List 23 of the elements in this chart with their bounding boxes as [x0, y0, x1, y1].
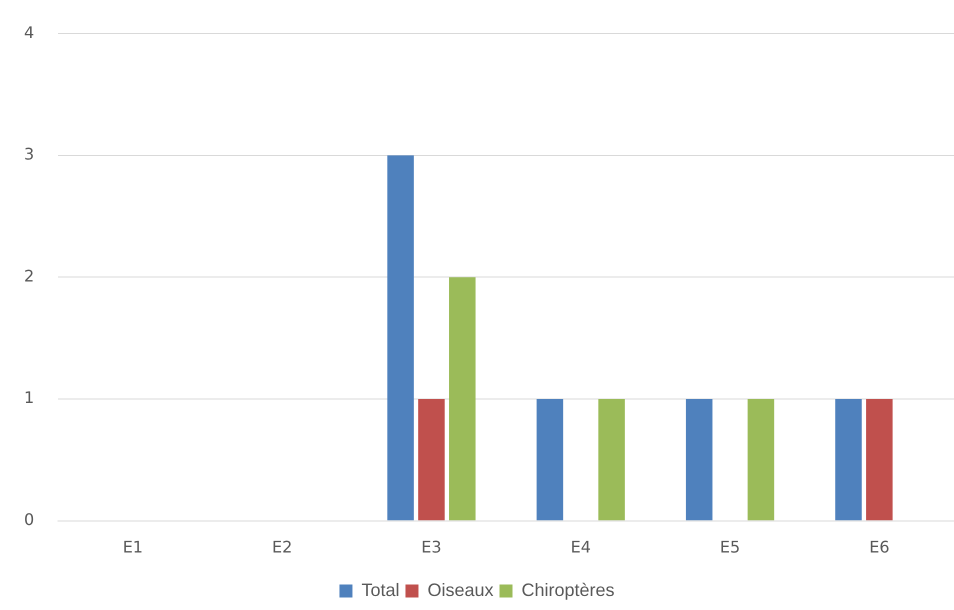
y-tick-label: 3	[24, 144, 34, 164]
y-tick-label: 2	[24, 266, 34, 286]
x-tick-label: E5	[720, 538, 740, 557]
bar	[686, 399, 712, 520]
x-tick-label: E4	[570, 538, 591, 557]
x-tick-label: E2	[272, 538, 292, 557]
legend-label: Total	[361, 580, 400, 600]
bar	[387, 155, 414, 520]
x-tick-label: E1	[122, 538, 143, 557]
x-tick-label: E3	[421, 538, 442, 557]
legend-label: Oiseaux	[427, 580, 494, 600]
bar	[748, 399, 774, 520]
legend-label: Chiroptères	[522, 580, 615, 600]
bar	[449, 277, 476, 520]
bar	[536, 399, 564, 520]
y-tick-label: 4	[24, 22, 34, 42]
bar	[835, 399, 862, 520]
y-tick-label: 1	[24, 388, 34, 408]
x-tick-label: E6	[869, 538, 890, 557]
y-tick-label: 0	[24, 510, 34, 529]
bar	[598, 399, 625, 520]
bar	[866, 399, 893, 520]
bar	[418, 399, 445, 520]
